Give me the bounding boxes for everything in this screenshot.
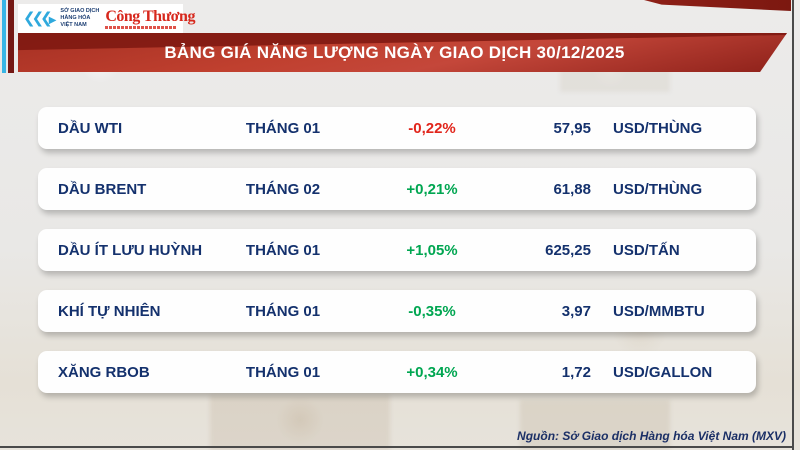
price-unit: USD/MMBTU xyxy=(613,302,705,320)
change-value: +0,21% xyxy=(406,180,458,198)
price-value: 1,72 xyxy=(561,363,591,381)
price-unit: USD/TẤN xyxy=(613,241,680,259)
commodity-name: KHÍ TỰ NHIÊN xyxy=(58,302,161,320)
commodity-name: DẦU BRENT xyxy=(58,180,147,198)
table-row: DẦU BRENT THÁNG 02 +0,21% 61,88 USD/THÙN… xyxy=(38,168,756,210)
price-unit: USD/GALLON xyxy=(613,363,713,381)
change-value: +0,34% xyxy=(406,363,458,381)
background-photo-shape xyxy=(520,400,670,450)
commodity-name: DẦU ÍT LƯU HUỲNH xyxy=(58,241,203,259)
title-banner: BẢNG GIÁ NĂNG LƯỢNG NGÀY GIAO DỊCH 30/12… xyxy=(18,33,787,72)
mxv-logo-line2: HÀNG HÓA xyxy=(60,15,91,22)
mxv-logo-icon: ❮❮❮▶ xyxy=(23,10,57,27)
source-caption: Nguồn: Sở Giao dịch Hàng hóa Việt Nam (M… xyxy=(517,429,786,443)
change-value: -0,22% xyxy=(408,119,456,137)
mxv-logo-text: SỞ GIAO DỊCH HÀNG HÓA VIỆT NAM xyxy=(60,8,99,29)
change-value: +1,05% xyxy=(406,241,458,259)
price-value: 61,88 xyxy=(553,180,591,198)
price-unit: USD/THÙNG xyxy=(613,180,703,198)
contract-month: THÁNG 01 xyxy=(245,363,321,381)
background-photo-shape xyxy=(210,395,390,450)
left-accent-stripe-maroon xyxy=(8,0,14,73)
table-row: DẦU ÍT LƯU HUỲNH THÁNG 01 +1,05% 625,25 … xyxy=(38,229,756,271)
frame-edge-bottom xyxy=(0,446,794,448)
table-row: KHÍ TỰ NHIÊN THÁNG 01 -0,35% 3,97 USD/MM… xyxy=(38,290,756,332)
left-accent-stripe-cyan xyxy=(2,0,6,73)
congthuong-logo-text: Công Thương xyxy=(105,7,195,25)
contract-month: THÁNG 01 xyxy=(245,302,321,320)
contract-month: THÁNG 01 xyxy=(245,119,321,137)
logo-panel: ❮❮❮▶ SỞ GIAO DỊCH HÀNG HÓA VIỆT NAM Công… xyxy=(18,4,195,33)
price-value: 3,97 xyxy=(561,302,591,320)
commodity-name: XĂNG RBOB xyxy=(58,363,150,381)
contract-month: THÁNG 02 xyxy=(245,180,321,198)
frame-edge-right xyxy=(792,0,794,450)
price-unit: USD/THÙNG xyxy=(613,119,703,137)
mxv-logo-line3: VIỆT NAM xyxy=(60,21,87,28)
table-row: DẦU WTI THÁNG 01 -0,22% 57,95 USD/THÙNG xyxy=(38,107,756,149)
change-value: -0,35% xyxy=(408,302,456,320)
table-row: XĂNG RBOB THÁNG 01 +0,34% 1,72 USD/GALLO… xyxy=(38,351,756,393)
ribbon-corner-decoration xyxy=(644,0,791,11)
commodity-name: DẦU WTI xyxy=(58,119,123,137)
page-title: BẢNG GIÁ NĂNG LƯỢNG NGÀY GIAO DỊCH 30/12… xyxy=(164,42,625,62)
congthuong-logo: Công Thương xyxy=(105,7,195,29)
congthuong-tagline xyxy=(105,25,178,29)
contract-month: THÁNG 01 xyxy=(245,241,321,259)
price-value: 625,25 xyxy=(545,241,591,259)
mxv-logo-line1: SỞ GIAO DỊCH xyxy=(60,8,100,15)
price-value: 57,95 xyxy=(553,119,591,137)
